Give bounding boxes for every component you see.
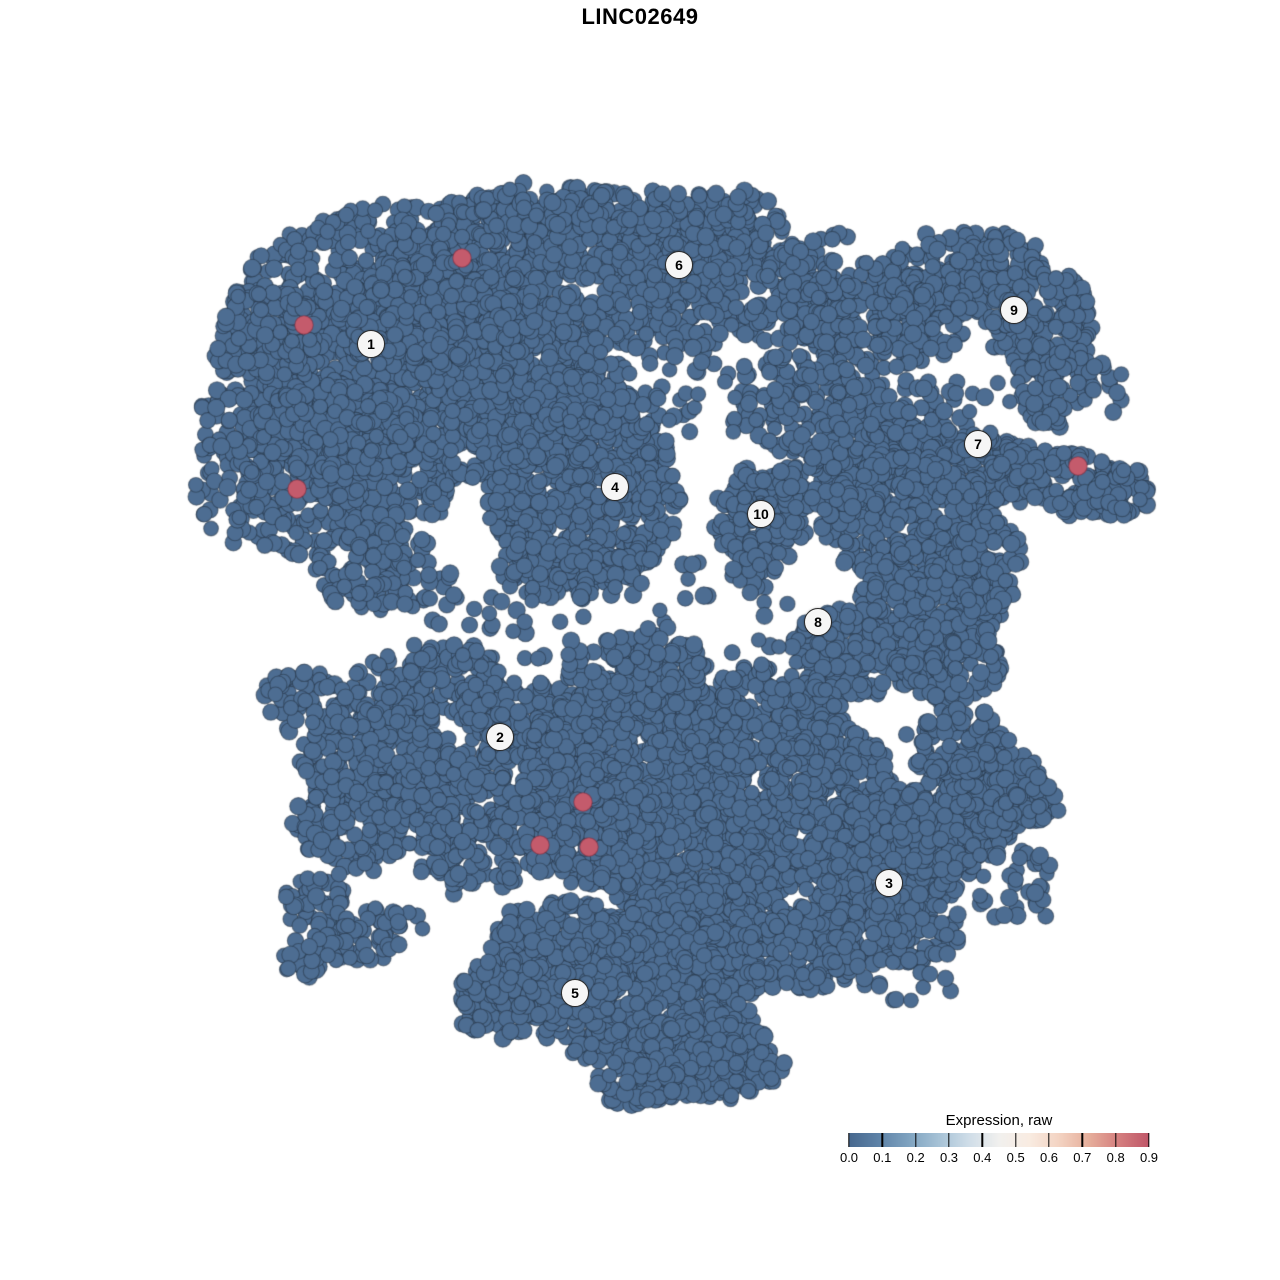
legend-gradient-bar [848, 1133, 1150, 1147]
expression-legend: Expression, raw 0.0 0.1 0.2 0.3 0.4 0.5 … [840, 1112, 1158, 1166]
legend-tick-label: 0.3 [939, 1150, 959, 1165]
cluster-badge-6: 6 [665, 251, 693, 279]
legend-tick [981, 1133, 984, 1147]
legend-tick-label: 0.5 [1006, 1150, 1025, 1165]
legend-tick [1081, 1133, 1084, 1147]
cluster-badge-3: 3 [875, 869, 903, 897]
legend-tick [1048, 1133, 1050, 1147]
legend-tick [948, 1133, 950, 1147]
cluster-badge-9: 9 [1000, 296, 1028, 324]
legend-tick-label: 0.8 [1106, 1150, 1125, 1165]
legend-tick [914, 1133, 917, 1147]
cluster-badge-4: 4 [601, 473, 629, 501]
legend-tick-label: 0.0 [839, 1150, 859, 1165]
legend-title: Expression, raw [945, 1112, 1053, 1129]
cluster-badge-2: 2 [486, 723, 514, 751]
legend-tick-labels: 0.0 0.1 0.2 0.3 0.4 0.5 0.6 0.7 0.8 0.9 [840, 1150, 1158, 1166]
legend-tick-label: 0.2 [906, 1150, 925, 1165]
legend-tick-label: 0.1 [873, 1150, 892, 1165]
cluster-badge-5: 5 [561, 979, 589, 1007]
cluster-badge-8: 8 [804, 608, 832, 636]
plot-title: LINC02649 [581, 4, 699, 29]
legend-tick-label: 0.7 [1073, 1150, 1092, 1165]
legend-tick [1114, 1133, 1117, 1147]
cluster-badge-7: 7 [964, 430, 992, 458]
cluster-badge-10: 10 [747, 500, 775, 528]
legend-tick [848, 1133, 850, 1147]
legend-tick [881, 1133, 884, 1147]
legend-tick-label: 0.6 [1039, 1150, 1059, 1165]
legend-tick [1014, 1133, 1017, 1147]
legend-tick-label: 0.4 [973, 1150, 992, 1165]
cluster-badge-1: 1 [357, 330, 385, 358]
legend-tick [1148, 1133, 1150, 1147]
legend-tick-label: 0.9 [1139, 1150, 1159, 1165]
